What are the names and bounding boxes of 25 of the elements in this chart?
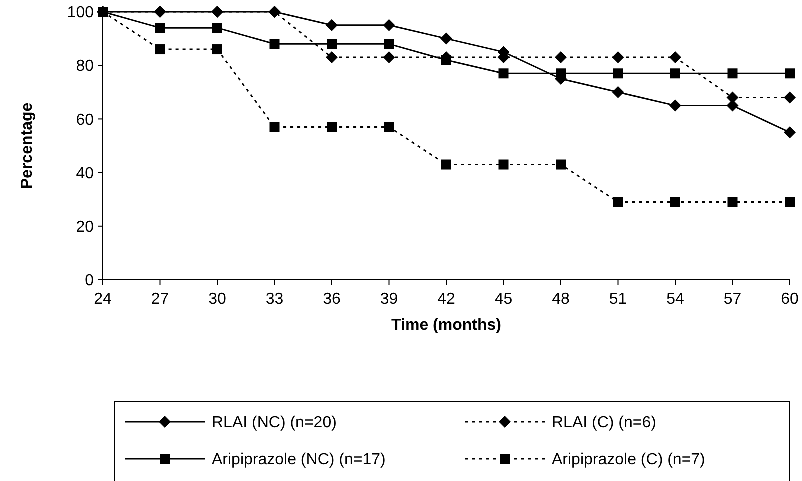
x-tick-label: 33 bbox=[266, 291, 284, 308]
x-tick-label: 57 bbox=[724, 291, 742, 308]
legend-label: RLAI (C) (n=6) bbox=[552, 414, 656, 432]
x-tick-label: 39 bbox=[380, 291, 398, 308]
x-tick-label: 30 bbox=[208, 291, 226, 308]
legend-label: RLAI (NC) (n=20) bbox=[212, 414, 337, 432]
x-tick-label: 48 bbox=[552, 291, 570, 308]
x-tick-label: 54 bbox=[666, 291, 684, 308]
x-tick-label: 60 bbox=[781, 291, 799, 308]
y-axis-title: Percentage bbox=[19, 102, 36, 190]
y-tick-label: 0 bbox=[85, 272, 94, 290]
x-axis-title: Time (months) bbox=[392, 317, 502, 334]
y-tick-label: 100 bbox=[67, 4, 94, 22]
legend-label: Aripiprazole (NC) (n=17) bbox=[212, 452, 386, 469]
legend-label: Aripiprazole (C) (n=7) bbox=[552, 452, 706, 469]
y-tick-label: 40 bbox=[76, 165, 94, 182]
x-tick-label: 42 bbox=[438, 291, 456, 308]
x-tick-label: 51 bbox=[609, 291, 628, 308]
y-tick-label: 80 bbox=[76, 58, 94, 76]
x-tick-label: 36 bbox=[323, 291, 341, 308]
y-tick-label: 60 bbox=[76, 112, 94, 129]
y-tick-label: 20 bbox=[76, 219, 94, 236]
x-tick-label: 24 bbox=[94, 291, 112, 308]
x-tick-label: 27 bbox=[151, 291, 170, 308]
x-tick-label: 45 bbox=[494, 291, 513, 308]
